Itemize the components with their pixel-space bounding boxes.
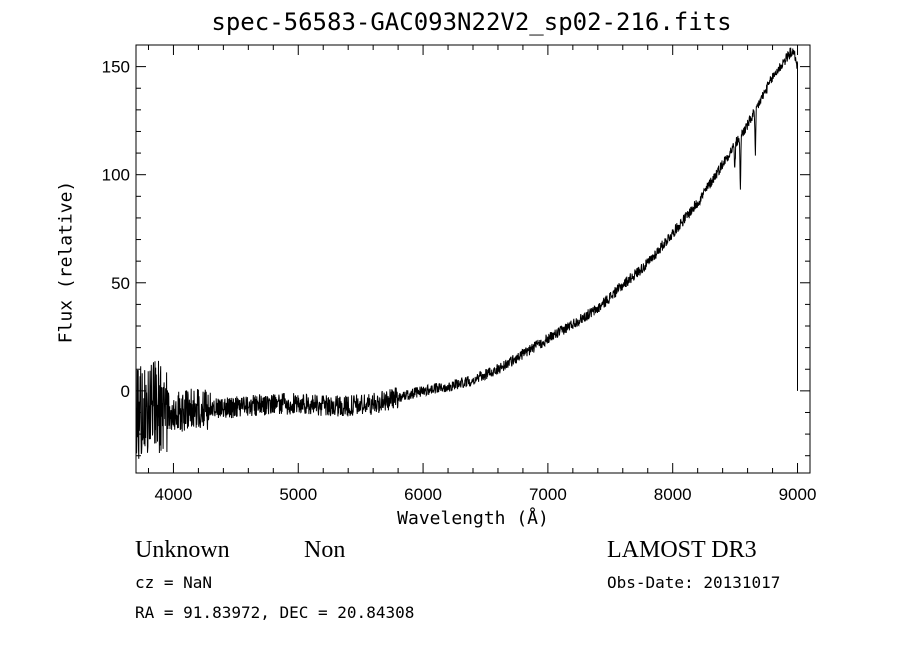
x-tick-label: 9000 — [779, 485, 817, 504]
coordinates-text: RA = 91.83972, DEC = 20.84308 — [135, 603, 415, 622]
x-tick-label: 4000 — [155, 485, 193, 504]
x-tick-label: 6000 — [404, 485, 442, 504]
y-tick-label: 100 — [102, 166, 130, 185]
obs-date-text: Obs-Date: 20131017 — [607, 573, 781, 592]
object-subclass: Non — [304, 537, 346, 563]
x-tick-label: 7000 — [529, 485, 567, 504]
y-tick-label: 50 — [111, 274, 130, 293]
y-axis-label: Flux (relative) — [55, 180, 77, 344]
x-axis-label: Wavelength (Å) — [397, 508, 549, 529]
spectrum-line — [135, 47, 798, 459]
chart-title: spec-56583-GAC093N22V2_sp02-216.fits — [211, 8, 732, 36]
redshift-text: cz = NaN — [135, 573, 213, 592]
y-tick-label: 150 — [102, 58, 130, 77]
x-tick-label: 5000 — [279, 485, 317, 504]
object-class: Unknown — [135, 537, 230, 563]
survey-name: LAMOST DR3 — [607, 537, 757, 563]
x-tick-label: 8000 — [654, 485, 692, 504]
tick-labels: 4000 5000 6000 7000 8000 9000 0 50 100 150 — [102, 58, 817, 504]
y-tick-label: 0 — [121, 382, 130, 401]
